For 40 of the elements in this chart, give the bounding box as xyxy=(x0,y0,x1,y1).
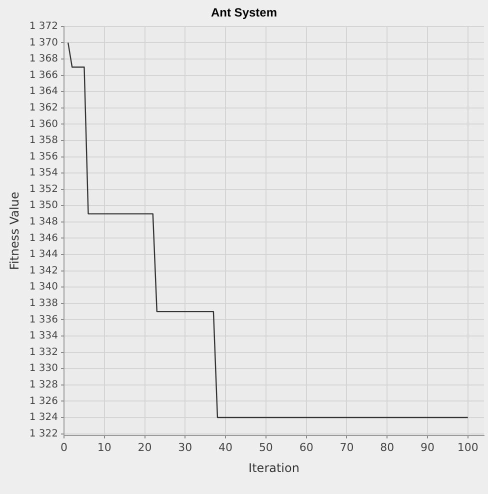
y-tick-label: 1 330 xyxy=(29,363,58,374)
y-tick-label: 1 368 xyxy=(29,54,58,65)
x-tick-label: 40 xyxy=(218,440,233,454)
y-tick-label: 1 356 xyxy=(29,151,58,162)
y-tick-label: 1 324 xyxy=(29,412,58,424)
y-tick-label: 1 336 xyxy=(29,314,58,326)
y-tick-label: 1 354 xyxy=(29,168,58,179)
y-tick-label: 1 322 xyxy=(29,428,58,440)
y-tick-label: 1 358 xyxy=(29,135,58,146)
y-tick-label: 1 344 xyxy=(29,249,58,260)
x-tick-label: 80 xyxy=(380,440,394,454)
x-tick-label: 100 xyxy=(457,440,478,454)
y-tick-label: 1 338 xyxy=(29,298,58,310)
y-axis-title: Fitness Value xyxy=(7,192,22,270)
y-tick-label: 1 372 xyxy=(29,20,58,32)
y-tick-label: 1 348 xyxy=(29,216,58,228)
x-tick-label: 0 xyxy=(60,440,68,454)
chart-title: Ant System xyxy=(210,6,278,20)
y-tick-label: 1 352 xyxy=(29,184,58,195)
y-tick-label: 1 342 xyxy=(29,265,58,276)
y-tick-label: 1 332 xyxy=(29,346,58,358)
y-tick-label: 1 328 xyxy=(29,379,58,390)
x-tick-label: 30 xyxy=(178,440,192,454)
y-tick-label: 1 346 xyxy=(29,232,58,244)
y-tick-label: 1 334 xyxy=(29,330,58,342)
x-tick-label: 20 xyxy=(138,440,152,454)
y-tick-label: 1 364 xyxy=(29,86,58,98)
x-tick-label: 60 xyxy=(299,440,314,454)
x-tick-label: 90 xyxy=(420,440,434,454)
y-tick-label: 1 370 xyxy=(29,37,58,48)
y-tick-label: 1 340 xyxy=(29,282,58,293)
y-tick-label: 1 362 xyxy=(29,102,58,114)
x-tick-label: 50 xyxy=(258,440,273,454)
x-tick-label: 70 xyxy=(340,440,354,454)
y-tick-label: 1 366 xyxy=(29,70,58,81)
x-tick-label: 10 xyxy=(97,440,112,454)
y-tick-label: 1 350 xyxy=(29,200,58,212)
y-tick-label: 1 360 xyxy=(29,118,58,130)
y-tick-label: 1 326 xyxy=(29,396,58,407)
x-axis-title: Iteration xyxy=(248,460,300,475)
